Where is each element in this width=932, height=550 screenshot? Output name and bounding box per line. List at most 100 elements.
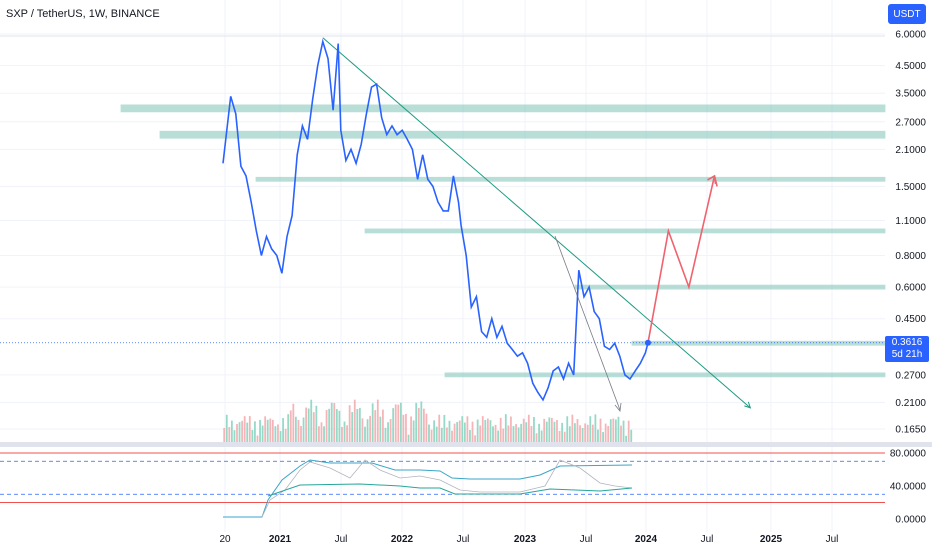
volume-bar [435,426,438,442]
volume-bar [358,408,361,442]
volume-bar [305,407,308,442]
y-tick-label: 3.5000 [895,89,926,100]
volume-bar [382,409,384,442]
rsi-line [223,459,633,518]
volume-bar [287,414,290,442]
rsi-signal-line [261,459,633,518]
volume-bar [279,431,282,442]
volume-bar [364,426,366,442]
volume-bar [440,427,443,442]
volume-bar [540,430,543,442]
current-price-tag: 0.3616 5d 21h [885,336,929,362]
volume-bar [369,415,372,442]
volume-bar [566,416,569,442]
volume-bar [351,412,354,442]
volume-bar [443,414,446,442]
x-tick-label: Jul [335,534,348,545]
volume-bar [417,407,420,442]
volume-bar [471,421,474,442]
volume-bar [550,417,553,442]
volume-bar [489,420,492,442]
x-tick-label: 2022 [391,534,414,545]
y-tick-label: 0.4500 [895,314,926,325]
volume-bar [461,416,464,442]
price-zone [631,340,886,346]
volume-bar [241,420,244,442]
x-tick-label: 2023 [514,534,537,545]
volume-bar [584,423,587,442]
volume-bar [527,414,530,442]
volume-bar [302,417,305,442]
volume-bar [599,418,602,442]
price-axis: 6.0000 4.5000 3.5000 2.7000 2.1000 1.5000 1.10… [890,30,927,526]
volume-bar [571,414,574,442]
volume-bar [315,405,318,442]
volume-bar [558,430,561,442]
rsi-ma-line [267,483,633,497]
volume-bar [433,420,436,442]
volume-bar [399,402,402,442]
rsi-tick-label: 80.0000 [890,449,927,460]
volume-bar [556,419,558,442]
volume-bar [392,408,395,442]
projection-arrowhead [707,174,717,185]
volume-bar [261,425,264,442]
volume-bar [323,426,325,442]
volume-bar [338,410,341,442]
volume-bar [402,414,405,442]
volume-bars [223,399,633,442]
volume-bar [474,435,476,442]
volume-bar [379,416,382,442]
volume-bar [535,433,538,442]
volume-bar [297,419,300,442]
volume-bar [591,424,594,442]
volume-bar [428,424,430,442]
volume-bar [420,401,423,442]
volume-bar [407,434,410,442]
volume-bar [348,405,351,442]
panel-divider [0,442,932,447]
y-tick-label: 1.5000 [895,182,926,193]
time-axis: 20 2021 Jul 2022 Jul 2023 Jul 2024 Jul 2025 Jul [219,534,838,545]
volume-bar [312,412,315,442]
volume-bar [389,419,392,442]
volume-bar [512,426,515,442]
volume-bar [561,422,564,442]
volume-bar [233,430,236,442]
volume-bar [627,420,630,442]
volume-bar [335,409,338,442]
volume-bar [264,416,267,442]
volume-bar [504,414,507,442]
volume-bar [320,422,323,442]
currency-button[interactable]: USDT [888,4,926,24]
volume-bar [277,424,279,442]
volume-bar [394,404,397,442]
y-tick-label: 0.8000 [895,251,926,262]
volume-bar [238,422,241,442]
volume-bar [415,402,418,442]
volume-bar [499,417,502,442]
volume-bar [589,416,592,442]
x-tick-label: Jul [580,534,593,545]
volume-bar [356,408,359,442]
volume-bar [622,420,625,442]
volume-bar [602,432,604,442]
current-price: 0.3616 [891,337,923,348]
volume-bar [284,428,287,442]
volume-bar [594,414,597,442]
volume-bar [448,420,451,442]
volume-bar [453,423,456,442]
trendline-segment [322,37,751,409]
volume-bar [458,420,461,442]
y-tick-label: 0.2100 [895,398,926,409]
volume-bar [289,410,292,442]
volume-bar [553,421,556,442]
volume-bar [353,399,356,442]
volume-bar [274,426,277,442]
volume-bar [545,421,548,442]
volume-bar [617,416,620,442]
volume-bar [517,427,520,442]
candle-countdown: 5d 21h [891,349,923,360]
volume-bar [486,418,489,442]
support-resistance-zones [0,104,886,378]
